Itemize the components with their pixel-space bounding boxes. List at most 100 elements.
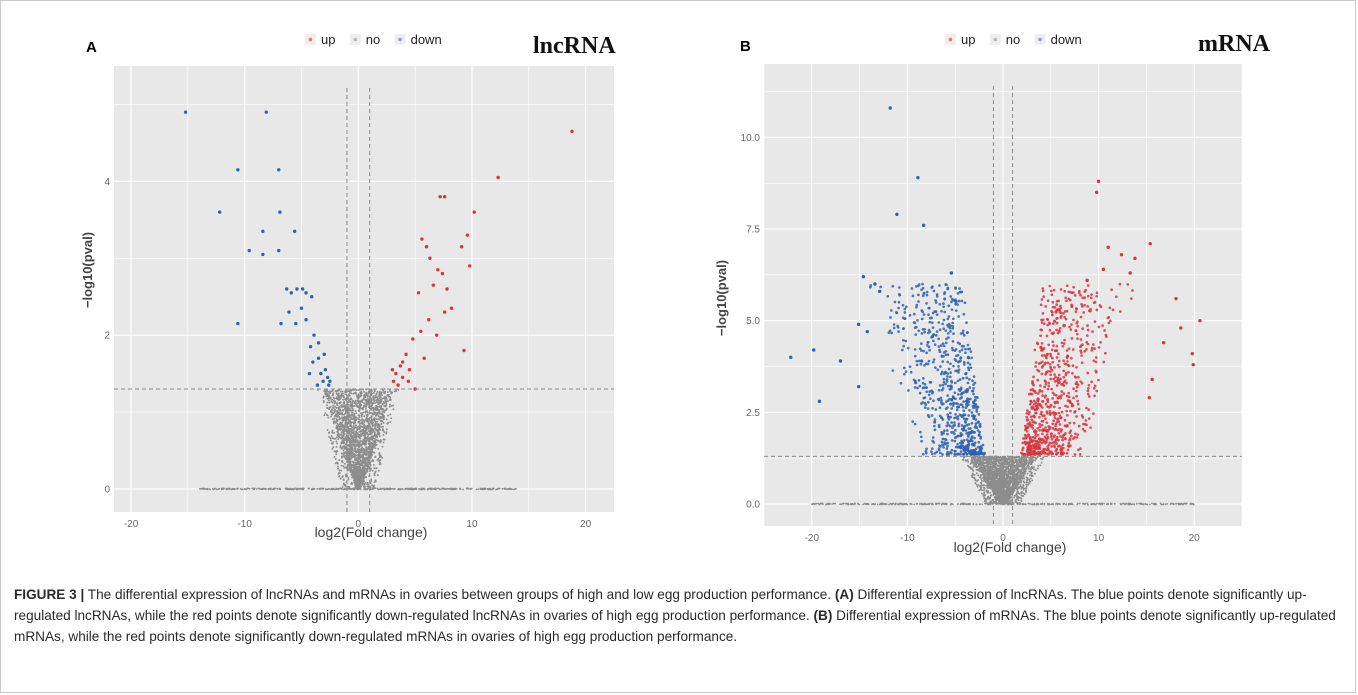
point-no (353, 447, 356, 450)
point-no (381, 403, 384, 406)
point-down (323, 368, 328, 372)
point-no (384, 397, 387, 400)
point-no (1043, 503, 1046, 506)
point-no (445, 487, 447, 490)
point-no (831, 503, 834, 505)
point-down (183, 110, 188, 114)
point-no (340, 460, 343, 463)
point-no (332, 404, 335, 407)
point-no (815, 502, 817, 505)
point-no (853, 502, 856, 505)
point-down (264, 110, 268, 114)
point-no (374, 427, 377, 430)
point-no (1178, 502, 1180, 505)
point-no (1070, 502, 1073, 505)
point-up (424, 245, 429, 249)
point-up (390, 368, 395, 372)
point-no (332, 392, 335, 395)
point-no (378, 463, 381, 466)
point-no (951, 503, 954, 506)
point-no (822, 503, 824, 505)
point-no (363, 441, 366, 444)
point-no (998, 475, 1000, 477)
point-no (292, 488, 295, 491)
point-no (344, 458, 347, 460)
y-tick-label: 4 (104, 177, 110, 188)
point-no (349, 470, 352, 473)
point-no (334, 413, 337, 416)
x-tick-label: -10 (237, 519, 252, 530)
point-no (357, 414, 360, 417)
point-no (1001, 478, 1004, 480)
point-no (366, 457, 369, 460)
point-up (391, 379, 396, 383)
point-no (1090, 503, 1092, 505)
point-no (379, 441, 382, 444)
point-no (330, 442, 333, 445)
point-no (349, 434, 352, 437)
point-no (357, 435, 360, 438)
point-no (392, 408, 395, 411)
point-down (279, 321, 283, 326)
point-no (360, 471, 363, 474)
point-no (357, 427, 360, 430)
point-no (357, 453, 360, 456)
point-no (503, 487, 506, 490)
point-no (286, 488, 288, 491)
point-no (432, 488, 435, 490)
point-no (938, 502, 941, 505)
point-no (365, 398, 367, 401)
point-no (335, 415, 338, 418)
point-no (867, 503, 870, 505)
point-down (300, 287, 305, 291)
point-up (406, 379, 411, 383)
point-no (915, 503, 918, 505)
legend-marker-up (948, 37, 953, 42)
point-no (335, 440, 338, 443)
point-no (353, 418, 356, 421)
point-no (330, 390, 333, 393)
point-no (1039, 503, 1042, 505)
point-up (467, 264, 472, 268)
point-down (299, 306, 304, 310)
point-no (371, 453, 373, 456)
point-no (332, 446, 335, 449)
point-no (353, 433, 356, 436)
point-no (1031, 503, 1034, 506)
point-no (367, 433, 370, 436)
point-no (331, 431, 334, 434)
point-no (370, 408, 373, 411)
point-no (990, 475, 993, 478)
point-no (336, 389, 339, 392)
point-up (428, 256, 432, 260)
point-no (331, 447, 334, 450)
point-no (378, 453, 381, 456)
point-no (363, 451, 366, 454)
point-no (376, 396, 379, 399)
point-no (379, 412, 382, 415)
point-no (959, 503, 962, 506)
point-no (381, 420, 384, 423)
point-no (481, 487, 484, 490)
point-no (340, 433, 343, 436)
point-no (818, 503, 821, 506)
point-no (369, 467, 372, 470)
point-no (372, 440, 375, 443)
point-no (1091, 503, 1094, 506)
point-no (372, 395, 375, 398)
point-down (325, 375, 330, 380)
point-no (335, 488, 338, 491)
point-up (460, 245, 464, 249)
point-no (882, 502, 885, 505)
point-no (331, 488, 334, 491)
point-no (962, 503, 965, 505)
point-no (316, 487, 319, 490)
point-up (422, 356, 426, 360)
point-no (373, 418, 376, 420)
legend-label-up: up (961, 32, 975, 47)
point-no (337, 465, 339, 468)
point-no (373, 451, 376, 454)
point-no (351, 426, 354, 429)
